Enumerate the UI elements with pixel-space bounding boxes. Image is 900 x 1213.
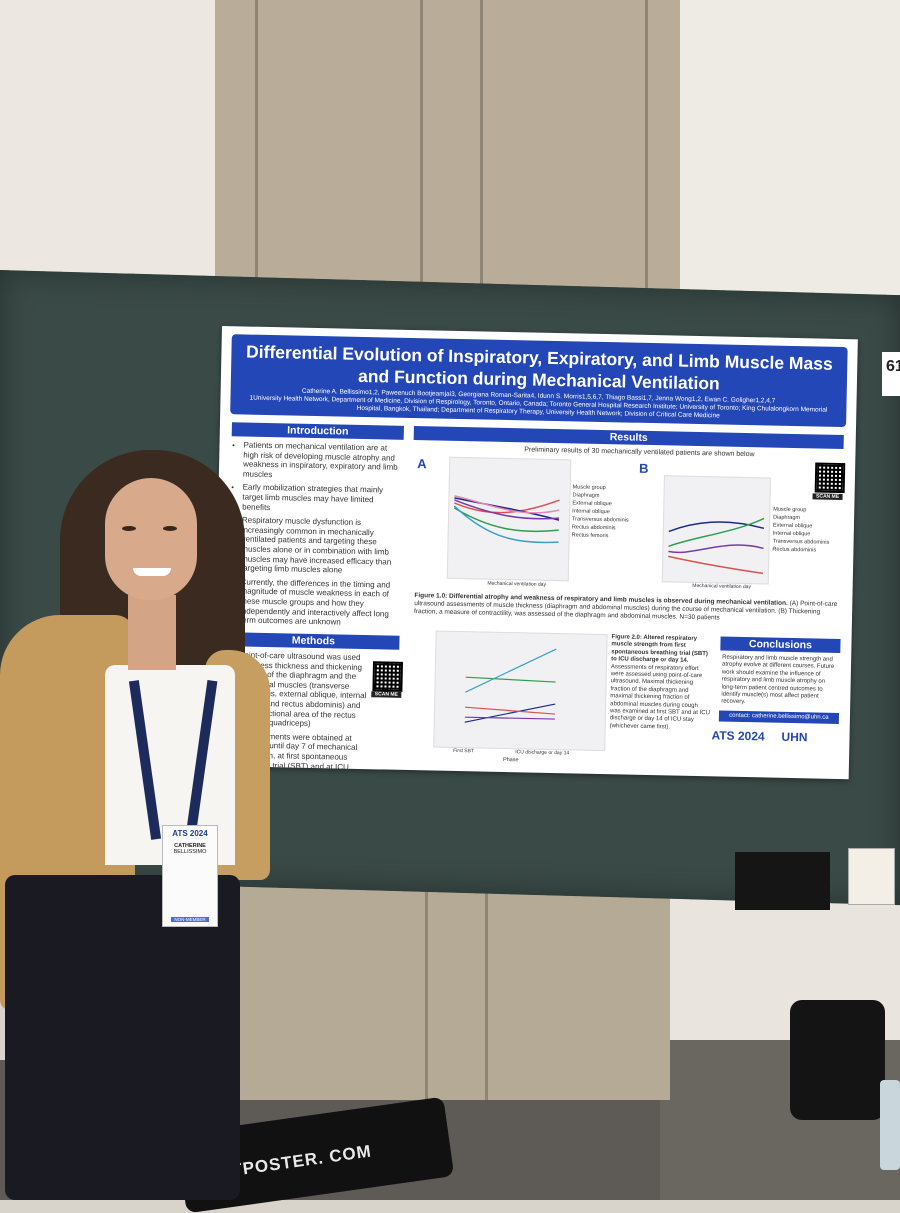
series-diaphragm <box>454 497 560 521</box>
figure-a-label: A <box>417 456 427 472</box>
figure-a-plot <box>446 456 572 582</box>
figure-2-caption: Figure 2.0: Altered respiratory muscle s… <box>610 634 712 732</box>
series-rectus-abdominis <box>668 544 764 554</box>
series-diaphragm <box>668 521 765 533</box>
series-transversus-abdominis <box>453 505 559 544</box>
board-number: 61 <box>882 352 900 396</box>
scan-me-label: SCAN ME <box>812 493 843 501</box>
person-pants <box>5 875 240 1200</box>
intro-bullet: Currently, the differences in the timing… <box>240 577 399 628</box>
person-face <box>105 478 197 600</box>
qr-code-icon[interactable] <box>814 462 846 494</box>
intro-bullet: Respiratory muscle dysfunction is increa… <box>241 516 400 577</box>
conclusions-heading: Conclusions <box>720 636 841 654</box>
poster: Differential Evolution of Inspiratory, E… <box>212 326 858 780</box>
partition-panel <box>215 0 680 300</box>
conclusions-text: Respiratory and limb muscle strength and… <box>721 654 835 706</box>
series-rectus-femoris <box>454 495 560 514</box>
introduction-heading: Introduction <box>231 422 404 440</box>
tick-label: ICU discharge or day 14 <box>515 749 570 757</box>
series-diaphragm <box>464 703 556 723</box>
person-smile <box>133 568 171 576</box>
figure-b-label: B <box>638 460 649 476</box>
figure-b-xlabel: Mechanical ventilation day <box>692 582 752 591</box>
ats-logo: ATS 2024 <box>711 728 765 744</box>
series-rectus-abdominis <box>454 499 560 520</box>
scan-me-label: SCAN ME <box>371 691 402 698</box>
contact-email: contact: catherine.bellissimo@uhn.ca <box>718 710 840 725</box>
figure-2-ticks: First SBT ICU discharge or day 14 <box>453 747 593 758</box>
outlet-plate <box>848 848 895 905</box>
person-eye <box>122 526 136 531</box>
figure-b-legend: Muscle group Diaphragm External oblique … <box>772 506 843 555</box>
series-internal-oblique <box>465 676 556 683</box>
figure-2-plot <box>433 630 608 752</box>
badge-tag: NON-MEMBER <box>171 917 209 922</box>
badge-last-name: BELLISSIMO <box>173 849 207 855</box>
water-bottle <box>880 1080 900 1170</box>
person-eye <box>163 526 177 531</box>
person-neck <box>128 595 176 670</box>
badge-event: ATS 2024 <box>172 829 208 838</box>
poster-title-bar: Differential Evolution of Inspiratory, E… <box>230 334 848 428</box>
figure-a-legend: Muscle group Diaphragm External oblique … <box>572 483 633 540</box>
series-external-oblique <box>454 499 560 514</box>
figure-2-xlabel: Phase <box>502 756 519 764</box>
figure-a-xlabel: Mechanical ventilation day <box>487 580 547 588</box>
series-external-oblique <box>465 706 555 715</box>
series-rectus-abdominis <box>464 716 555 720</box>
series-transversus-abdominis <box>465 648 557 693</box>
qr-code-icon[interactable] <box>372 661 404 692</box>
intro-bullet: Early mobilization strategies that mainl… <box>242 483 401 515</box>
legend-item: Rectus femoris <box>571 532 609 540</box>
wall <box>680 0 900 345</box>
badge-first-name: CATHERINE <box>174 843 206 849</box>
series-external-oblique <box>668 555 764 575</box>
series-internal-oblique <box>453 507 559 533</box>
figure-1-caption: Figure 1.0: Differential atrophy and wea… <box>414 592 842 625</box>
series-internal-oblique <box>668 517 765 548</box>
figure-2-caption-text: Assessments of respiratory effort were a… <box>609 663 710 731</box>
tick-label: First SBT <box>453 747 474 755</box>
partition-panel <box>240 860 670 1100</box>
methods-heading: Methods <box>227 632 400 650</box>
bag <box>790 1000 885 1120</box>
figure-b-plot <box>661 475 771 585</box>
legend-item: Rectus abdominis <box>772 546 817 554</box>
uhn-logo: UHN <box>781 729 808 745</box>
wall <box>0 0 215 300</box>
figure-2-caption-title: Figure 2.0: Altered respiratory muscle s… <box>611 634 708 665</box>
introduction-text: Patients on mechanical ventilation are a… <box>230 440 402 632</box>
name-badge: ATS 2024 CATHERINE BELLISSIMO NON-MEMBER <box>162 825 218 927</box>
intro-bullet: Patients on mechanical ventilation are a… <box>243 440 402 482</box>
wall-device <box>735 852 830 910</box>
